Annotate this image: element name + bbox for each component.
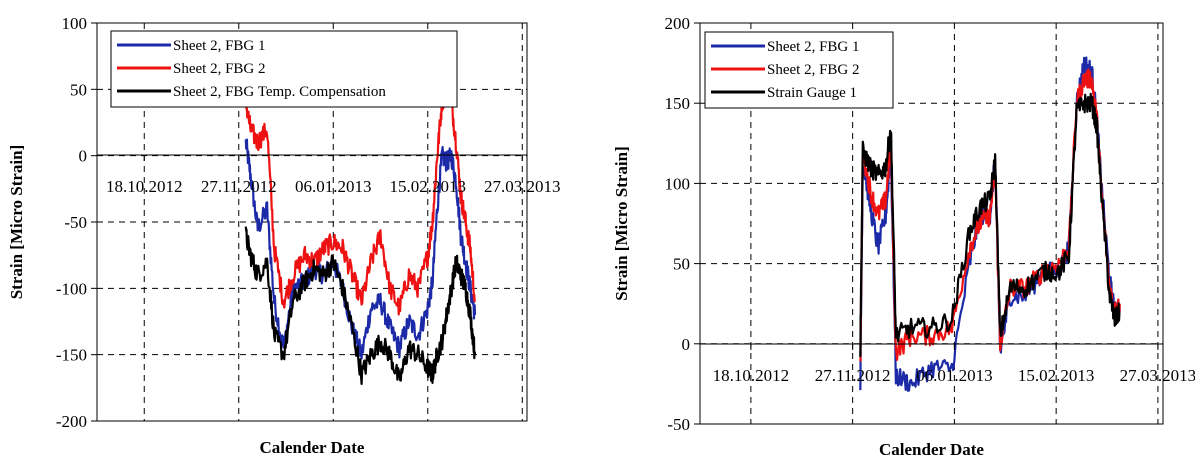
- x-tick-label: 18.10.2012: [713, 366, 790, 385]
- y-axis-label: Strain [Micro Strain]: [612, 146, 631, 301]
- x-axis-label: Calender Date: [879, 440, 984, 459]
- y-tick-label: 50: [70, 80, 87, 99]
- x-tick-label: 18.10.2012: [106, 177, 183, 196]
- x-tick-label: 06.01.2013: [916, 366, 993, 385]
- y-tick-label: -50: [667, 415, 690, 434]
- y-tick-label: -200: [56, 412, 87, 431]
- y-axis-label: Strain [Micro Strain]: [7, 145, 26, 300]
- legend-label: Strain Gauge 1: [767, 85, 857, 101]
- series-line-2: [245, 82, 476, 316]
- y-tick-label: -150: [56, 346, 87, 365]
- x-tick-label: 27.03.2013: [1120, 366, 1195, 385]
- series-line-3: [859, 92, 1121, 357]
- chart-2: 200 150 100 50 0 -50 18.10.2012 27.11.2012 06.01…: [612, 14, 1195, 459]
- x-axis-label: Calender Date: [260, 438, 365, 457]
- y-tick-label: -100: [56, 279, 87, 298]
- series-line-2: [859, 68, 1121, 362]
- legend: Sheet 2, FBG 1 Sheet 2, FBG 2 Sheet 2, FBG…: [110, 30, 458, 108]
- legend-label: Sheet 2, FBG 2: [173, 61, 266, 77]
- y-tick-label: 100: [665, 174, 691, 193]
- x-tick-label: 15.02.2013: [1018, 366, 1095, 385]
- legend-label: Sheet 2, FBG 1: [767, 39, 860, 55]
- x-tick-label: 27.11.2012: [815, 366, 891, 385]
- legend-label: Sheet 2, FBG Temp. Compensation: [173, 84, 386, 100]
- y-tick-label: 0: [682, 335, 691, 354]
- y-tick-label: -50: [64, 213, 87, 232]
- legend-label: Sheet 2, FBG 2: [767, 62, 860, 78]
- legend: Sheet 2, FBG 1 Sheet 2, FBG 2 Strain Gauge…: [704, 31, 894, 109]
- legend-label: Sheet 2, FBG 1: [173, 38, 266, 54]
- chart-1: 100 50 0 -50 -100 -150 -200 18.10.2012 27.11.201…: [7, 14, 561, 457]
- series-line-3: [244, 226, 477, 385]
- y-tick-label: 50: [673, 255, 690, 274]
- plot-frame: [699, 22, 1164, 425]
- x-tick-label: 06.01.2013: [295, 177, 372, 196]
- x-tick-label: 15.02.2013: [390, 177, 467, 196]
- y-tick-label: 200: [665, 14, 691, 33]
- x-tick-label: 27.03.2013: [484, 177, 561, 196]
- series-line-1: [244, 138, 477, 360]
- y-tick-label: 150: [665, 94, 691, 113]
- y-tick-label: 0: [79, 147, 88, 166]
- y-tick-label: 100: [62, 14, 88, 33]
- x-tick-label: 27.11.2012: [201, 177, 277, 196]
